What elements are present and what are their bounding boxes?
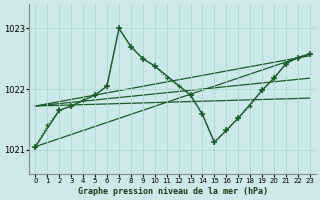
X-axis label: Graphe pression niveau de la mer (hPa): Graphe pression niveau de la mer (hPa)	[78, 187, 268, 196]
